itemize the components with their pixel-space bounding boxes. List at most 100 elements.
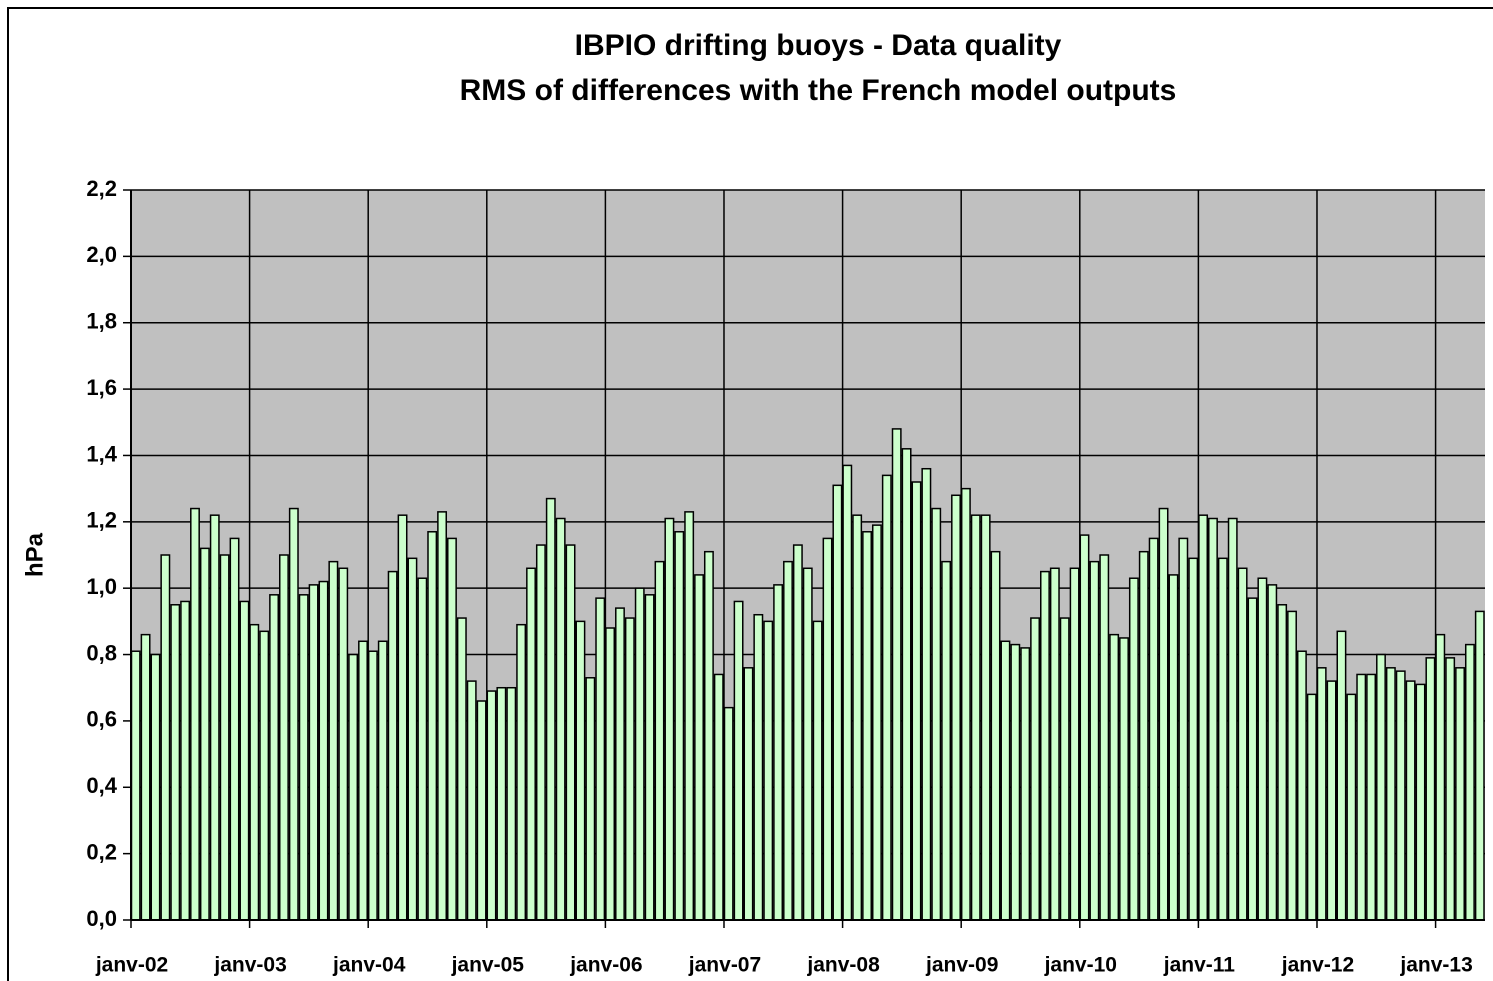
bar [1030, 617, 1041, 921]
bar [545, 497, 556, 921]
bar [615, 607, 625, 921]
bar [1425, 657, 1436, 921]
bar [664, 517, 675, 921]
bar [160, 554, 171, 921]
bar [644, 594, 655, 921]
y-tick-label: 2,0 [86, 242, 117, 267]
bar [605, 627, 616, 921]
bar [358, 640, 368, 921]
bar [1099, 554, 1110, 921]
bar [526, 567, 536, 921]
bar [447, 537, 457, 921]
bar [1296, 650, 1307, 921]
bar [862, 531, 872, 921]
bar [871, 524, 882, 921]
bar [298, 594, 309, 921]
bar [456, 617, 467, 921]
bar [1267, 584, 1278, 921]
bar [1247, 597, 1258, 921]
x-tick-label: janv-11 [1163, 954, 1236, 977]
bar [1208, 517, 1218, 921]
x-tick-label: janv-04 [332, 954, 406, 977]
bar [1168, 574, 1179, 921]
bar [634, 587, 645, 921]
y-tick-label: 1,8 [86, 309, 117, 334]
x-tick-label: janv-03 [213, 954, 286, 977]
bar [1415, 683, 1426, 921]
bar [723, 706, 734, 921]
bar [990, 550, 1001, 921]
x-tick-label: janv-13 [1399, 954, 1472, 977]
y-tick-label: 0,6 [86, 707, 117, 732]
x-tick-label: janv-09 [925, 954, 998, 977]
bar [535, 544, 546, 921]
bar [911, 481, 922, 921]
bar [1455, 667, 1465, 921]
bar [743, 667, 754, 921]
bar [219, 554, 230, 921]
bar [1306, 693, 1317, 921]
x-tick-label: janv-10 [1044, 954, 1117, 977]
bar [1079, 534, 1090, 921]
bar [891, 428, 902, 921]
bar [1128, 577, 1139, 921]
bar [1148, 537, 1159, 921]
bar [822, 537, 833, 921]
bar [506, 686, 517, 921]
bar [1376, 653, 1386, 921]
bar [931, 507, 942, 921]
x-tick-label: janv-12 [1281, 954, 1354, 977]
bar [1366, 673, 1377, 921]
bar [1158, 507, 1169, 921]
bar [387, 570, 398, 921]
bar [229, 537, 240, 921]
bar [180, 600, 191, 921]
bar [328, 560, 339, 921]
bar [1000, 640, 1011, 921]
bar [1049, 567, 1060, 921]
bar [703, 550, 714, 921]
bar [1109, 633, 1120, 921]
bar [1316, 667, 1327, 921]
chart-subtitle: RMS of differences with the French model… [460, 74, 1177, 107]
bar [338, 567, 349, 921]
x-tick-label: janv-08 [806, 954, 880, 977]
chart-title: IBPIO drifting buoys - Data quality [575, 29, 1062, 62]
bar [1435, 633, 1446, 921]
x-tick-label: janv-07 [688, 954, 761, 977]
y-tick-label: 1,2 [86, 508, 117, 533]
bar [881, 474, 892, 921]
bar [624, 617, 635, 921]
bar [941, 560, 952, 921]
bar [1405, 680, 1416, 921]
bar [713, 673, 724, 921]
bar [1119, 637, 1129, 921]
bar [1040, 570, 1050, 921]
bar [1138, 550, 1149, 921]
bar [1385, 667, 1396, 921]
bar [437, 511, 448, 921]
bar [1277, 604, 1288, 921]
bar [802, 567, 813, 921]
bar [1217, 557, 1228, 921]
bar [348, 653, 359, 921]
bar [1464, 643, 1475, 921]
bar [496, 686, 507, 921]
bar [575, 620, 586, 921]
x-tick-label: janv-05 [451, 954, 525, 977]
x-tick-label: janv-06 [569, 954, 642, 977]
y-axis-title: hPa [21, 532, 48, 577]
bar [812, 620, 823, 921]
bar [397, 514, 408, 921]
bar [763, 620, 774, 921]
bar [367, 650, 378, 921]
y-tick-label: 0,2 [86, 839, 117, 864]
bar [269, 594, 279, 921]
bar [140, 633, 151, 921]
bar [259, 630, 270, 921]
bar [783, 560, 793, 921]
bar [773, 584, 784, 921]
bar [1020, 647, 1031, 921]
bar [842, 464, 853, 921]
bar [1257, 577, 1268, 921]
